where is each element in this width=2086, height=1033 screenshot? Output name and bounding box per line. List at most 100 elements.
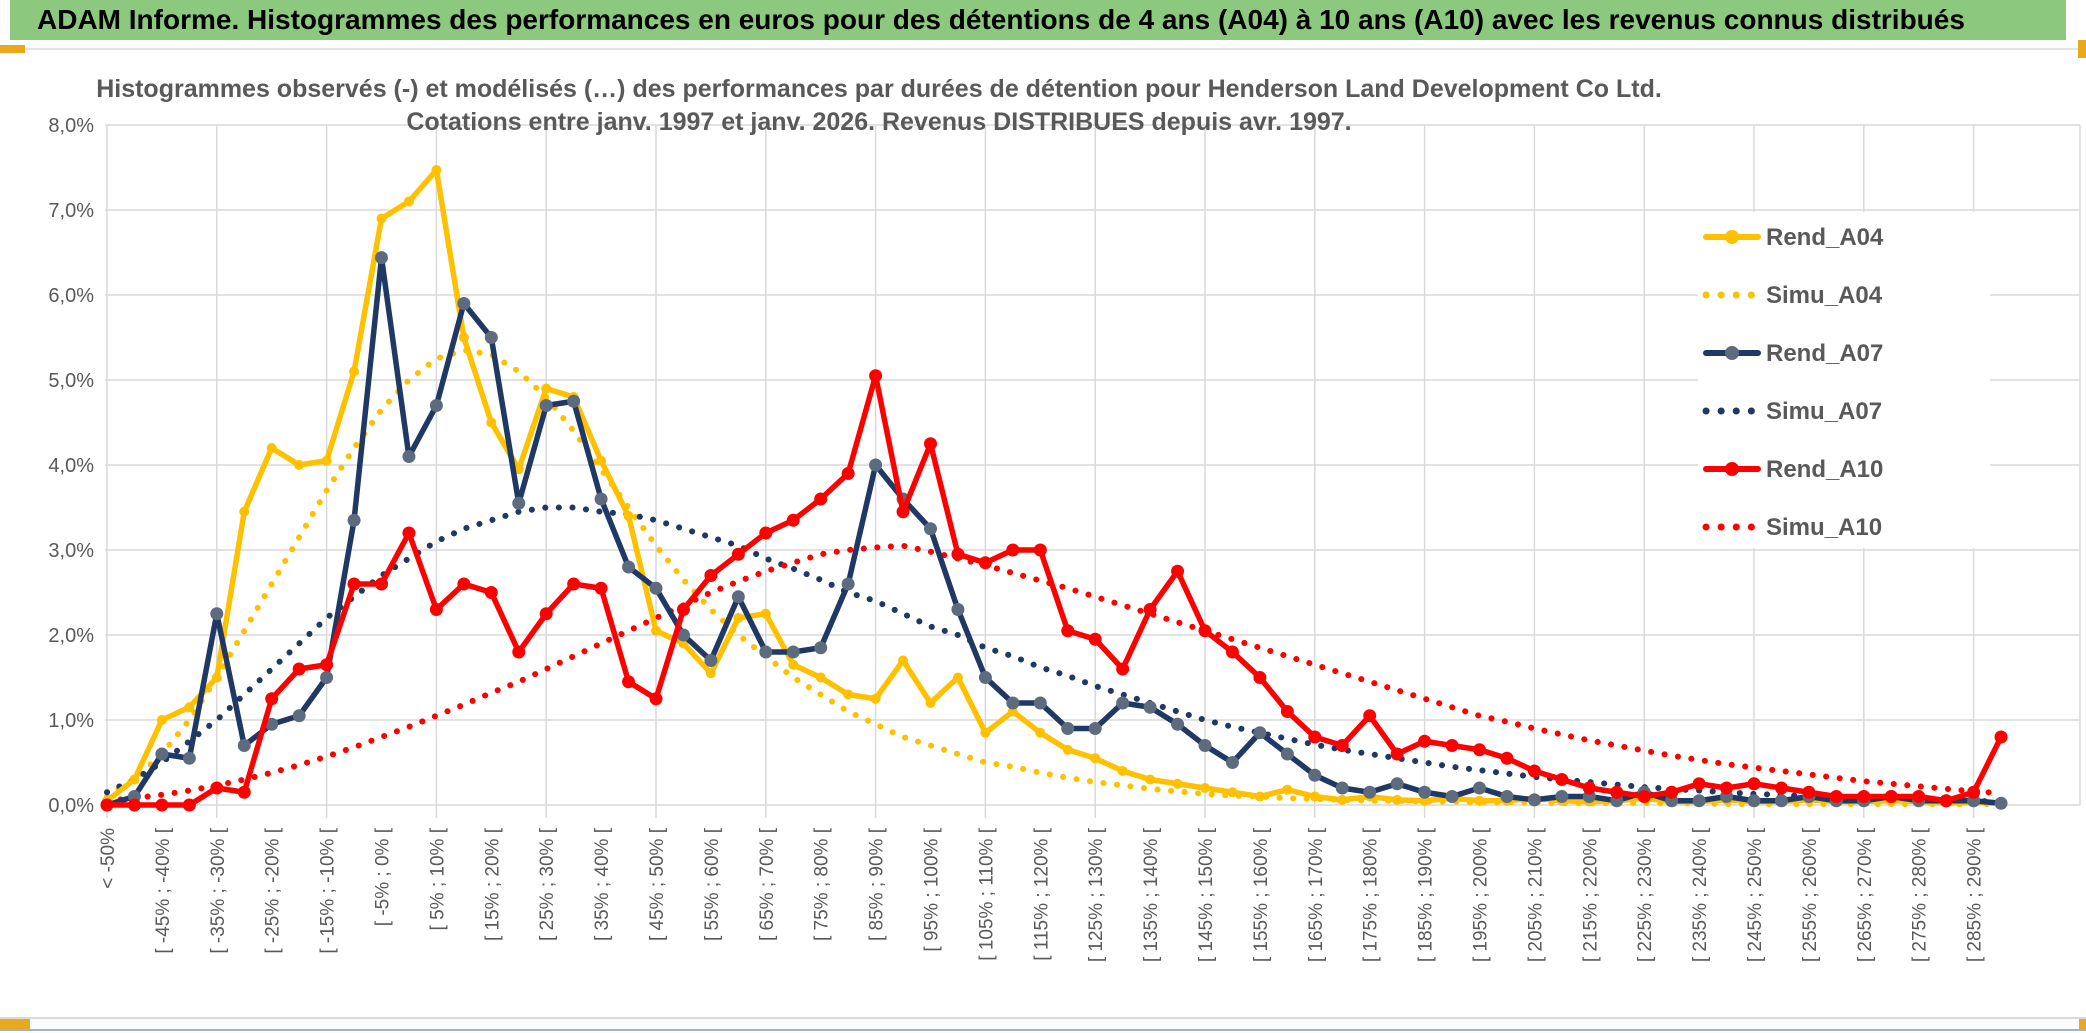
series-marker-Rend_A10	[786, 513, 800, 527]
series-marker-Rend_A10	[1610, 785, 1624, 799]
series-marker-Rend_A10	[896, 505, 910, 519]
series-marker-Rend_A10	[155, 798, 169, 812]
y-axis-tick-label: 1,0%	[48, 710, 94, 732]
chart-title-line1: Histogrammes observés (-) et modélisés (…	[96, 75, 1662, 103]
series-marker-Rend_A04	[1254, 791, 1265, 802]
series-marker-Rend_A10	[457, 577, 471, 591]
x-axis-tick-label: [ 175% ; 180% [	[1361, 827, 1382, 962]
series-marker-Rend_A07	[1445, 790, 1459, 803]
series-marker-Rend_A07	[869, 458, 883, 472]
series-marker-Rend_A04	[458, 332, 469, 343]
legend-label-Simu_A07[interactable]: Simu_A07	[1766, 398, 1882, 425]
gold-accent-top-left	[0, 45, 25, 53]
series-marker-Rend_A07	[924, 522, 937, 536]
x-axis-tick-label: [ -45% ; -40% [	[153, 827, 174, 953]
series-marker-Rend_A04	[596, 455, 607, 466]
series-marker-Rend_A04	[129, 774, 140, 785]
series-marker-Rend_A07	[182, 751, 196, 765]
legend-label-Simu_A04[interactable]: Simu_A04	[1766, 282, 1883, 309]
series-marker-Rend_A04	[294, 460, 305, 470]
x-axis-tick-label: [ 55% ; 60% [	[702, 827, 723, 941]
x-axis-tick-label: [ 145% ; 150% [	[1196, 827, 1217, 962]
x-axis-tick-label: [ 65% ; 70% [	[757, 827, 778, 941]
legend-label-Rend_A07[interactable]: Rend_A07	[1766, 340, 1883, 367]
series-marker-Rend_A10	[841, 467, 855, 480]
series-marker-Rend_A10	[649, 692, 663, 706]
series-marker-Rend_A10	[1061, 624, 1075, 638]
gold-accent-top-right	[2078, 40, 2086, 58]
legend-label-Rend_A10[interactable]: Rend_A10	[1766, 456, 1883, 483]
y-axis-tick-label: 3,0%	[48, 540, 94, 562]
series-marker-Rend_A10	[1006, 543, 1020, 557]
series-marker-Rend_A10	[210, 781, 224, 795]
series-marker-Rend_A07	[1143, 700, 1157, 714]
series-marker-Rend_A07	[265, 717, 279, 731]
series-marker-Rend_A04	[788, 659, 799, 670]
series-marker-Rend_A04	[1309, 791, 1320, 802]
series-marker-Rend_A10	[594, 581, 608, 595]
legend-marker-Rend_A04	[1725, 230, 1739, 244]
series-marker-Rend_A07	[731, 590, 745, 604]
y-axis-tick-label: 6,0%	[48, 285, 94, 307]
series-marker-Rend_A10	[539, 607, 553, 621]
series-marker-Rend_A04	[1392, 794, 1403, 805]
series-marker-Rend_A10	[1692, 777, 1706, 791]
y-axis-tick-label: 7,0%	[48, 200, 94, 222]
performance-histogram-chart[interactable]: 0,0% 1,0% 2,0% 3,0% 4,0% 5,0% 6,0% 7,0% 8,0% < -5…	[0, 50, 2086, 1017]
series-marker-Rend_A04	[760, 608, 771, 619]
x-axis-tick-label: [ 115% ; 120% [	[1031, 827, 1052, 960]
series-line-Simu_A10	[104, 542, 2005, 804]
series-marker-Rend_A04	[1282, 784, 1293, 795]
series-marker-Rend_A10	[1500, 751, 1514, 765]
gold-accent-bottom-right	[2079, 1019, 2086, 1031]
series-marker-Rend_A07	[1774, 794, 1788, 808]
header-separator	[0, 48, 2086, 50]
x-axis-tick-label: [ 45% ; 50% [	[647, 827, 668, 941]
series-marker-Rend_A07	[429, 399, 443, 412]
series-marker-Rend_A07	[1225, 756, 1239, 769]
series-marker-Rend_A07	[1033, 696, 1047, 710]
legend-label-Rend_A04[interactable]: Rend_A04	[1766, 224, 1884, 251]
series-marker-Rend_A10	[1280, 705, 1294, 718]
series-marker-Rend_A07	[1994, 796, 2008, 810]
legend-label-Simu_A10[interactable]: Simu_A10	[1766, 514, 1882, 541]
series-marker-Rend_A07	[347, 513, 361, 527]
series-marker-Rend_A07	[649, 581, 663, 595]
series-marker-Rend_A10	[375, 577, 388, 591]
series-line-Rend_A10	[104, 373, 2004, 808]
series-marker-Rend_A10	[1473, 743, 1486, 757]
series-marker-Rend_A04	[266, 443, 277, 453]
series-marker-Rend_A07	[1198, 739, 1212, 752]
x-axis-tick-label: [ 215% ; 220% [	[1580, 827, 1601, 962]
series-marker-Rend_A10	[1253, 671, 1267, 684]
x-axis-tick-label: [ 235% ; 240% [	[1690, 827, 1711, 962]
series-marker-Rend_A10	[978, 556, 992, 570]
x-axis-tick-label: [ -5% ; 0% [	[373, 827, 394, 926]
series-marker-Rend_A04	[486, 417, 497, 428]
series-marker-Rend_A07	[1116, 696, 1130, 710]
x-axis-tick-label: [ 15% ; 20% [	[482, 827, 503, 941]
series-marker-Rend_A10	[622, 675, 636, 689]
series-marker-Rend_A07	[1088, 722, 1102, 735]
x-axis-tick-label: [ 25% ; 30% [	[537, 827, 558, 941]
x-axis-tick-label: [ 5% ; 10% [	[427, 827, 448, 930]
series-marker-Rend_A10	[1967, 785, 1981, 799]
series-marker-Rend_A04	[843, 689, 854, 700]
series-marker-Rend_A04	[925, 698, 936, 708]
x-axis-tick-label: [ 35% ; 40% [	[592, 827, 613, 941]
series-marker-Rend_A04	[349, 366, 360, 377]
series-marker-Rend_A07	[1253, 726, 1267, 740]
series-marker-Rend_A04	[156, 715, 167, 725]
x-axis-tick-label: [ -35% ; -30% [	[208, 827, 229, 953]
x-axis-tick-label: [ -25% ; -20% [	[263, 827, 284, 953]
series-marker-Rend_A10	[1390, 747, 1404, 761]
series-marker-Rend_A10	[237, 785, 251, 799]
x-axis-tick-label: [ 155% ; 160% [	[1251, 827, 1272, 962]
series-marker-Rend_A07	[704, 654, 718, 667]
series-marker-Rend_A04	[952, 672, 963, 683]
series-marker-Rend_A07	[1747, 794, 1761, 808]
series-marker-Rend_A07	[759, 645, 773, 659]
series-marker-Rend_A10	[814, 492, 828, 506]
series-marker-Rend_A10	[512, 645, 526, 659]
series-marker-Rend_A10	[292, 662, 306, 676]
